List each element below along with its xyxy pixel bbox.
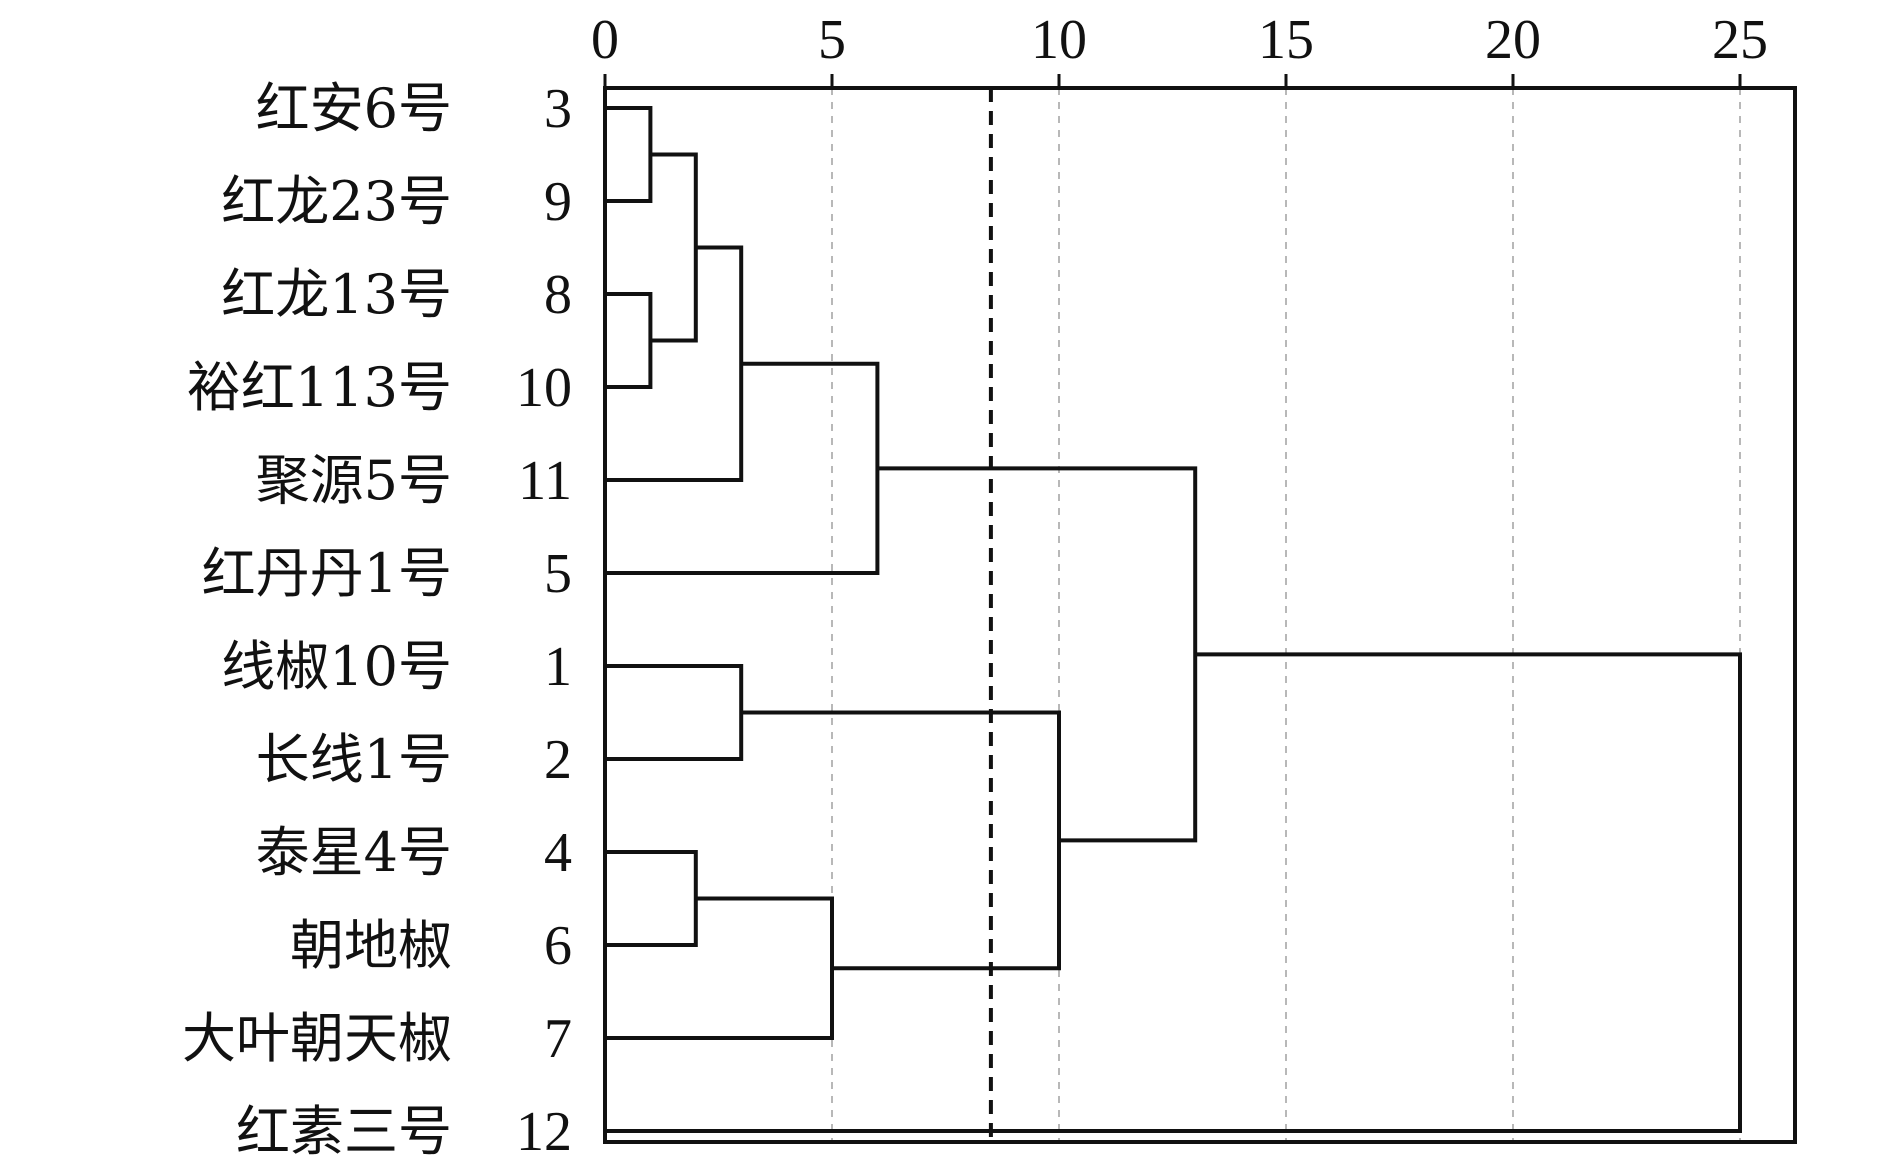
leaf-id-8: 8 (544, 264, 572, 326)
leaf-name-11: 聚源5号 (256, 449, 452, 512)
leaf-name-7: 大叶朝天椒 (182, 1007, 452, 1070)
leaf-name-4: 泰星4号 (256, 821, 452, 884)
merge-branch-5 (607, 664, 744, 761)
leaf-id-12: 12 (516, 1101, 572, 1157)
merge-branch-7 (607, 896, 834, 1040)
dendrogram-branches (607, 106, 1742, 1133)
leaf-name-12: 红素三号 (236, 1100, 452, 1157)
x-tick-label-20: 20 (1485, 9, 1541, 71)
leaf-name-3: 红安6号 (256, 77, 452, 140)
plot-frame (603, 86, 1797, 1144)
x-tick-label-10: 10 (1031, 9, 1087, 71)
merge-branch-10 (607, 652, 1742, 1133)
leaf-name-5: 红丹丹1号 (202, 542, 452, 605)
leaf-name-1: 线椒10号 (221, 635, 452, 698)
x-tick-label-25: 25 (1712, 9, 1768, 71)
leaf-id-6: 6 (544, 915, 572, 977)
merge-branch-0 (607, 106, 653, 203)
leaf-id-7: 7 (544, 1008, 572, 1070)
leaf-id-2: 2 (544, 729, 572, 791)
x-tick-label-0: 0 (591, 9, 619, 71)
merge-branch-6 (607, 850, 698, 947)
leaf-id-1: 1 (544, 636, 572, 698)
grid-lines (831, 88, 1741, 1142)
merge-branch-2 (650, 152, 698, 343)
leaf-labels: 红安6号 3 红龙23号 9 红龙13号 8 裕红113号 10 聚源5号 11 红丹丹1号 5 线椒1… (182, 77, 572, 1157)
merge-branch-9 (877, 466, 1198, 843)
leaf-name-8: 红龙13号 (221, 263, 452, 326)
leaf-name-6: 朝地椒 (290, 914, 452, 977)
x-axis: 0 5 10 15 20 25 (591, 9, 1768, 88)
x-tick-label-5: 5 (818, 9, 846, 71)
leaf-name-2: 长线1号 (256, 728, 452, 791)
leaf-id-5: 5 (544, 543, 572, 605)
merge-branch-8 (741, 710, 1061, 971)
leaf-id-4: 4 (544, 822, 572, 884)
merge-branch-1 (607, 292, 653, 389)
leaf-id-9: 9 (544, 171, 572, 233)
x-tick-label-15: 15 (1258, 9, 1314, 71)
leaf-id-3: 3 (544, 78, 572, 140)
merge-branch-3 (607, 245, 744, 482)
leaf-name-9: 红龙23号 (221, 170, 452, 233)
leaf-id-10: 10 (516, 357, 572, 419)
leaf-name-10: 裕红113号 (187, 356, 452, 419)
leaf-id-11: 11 (518, 450, 572, 512)
